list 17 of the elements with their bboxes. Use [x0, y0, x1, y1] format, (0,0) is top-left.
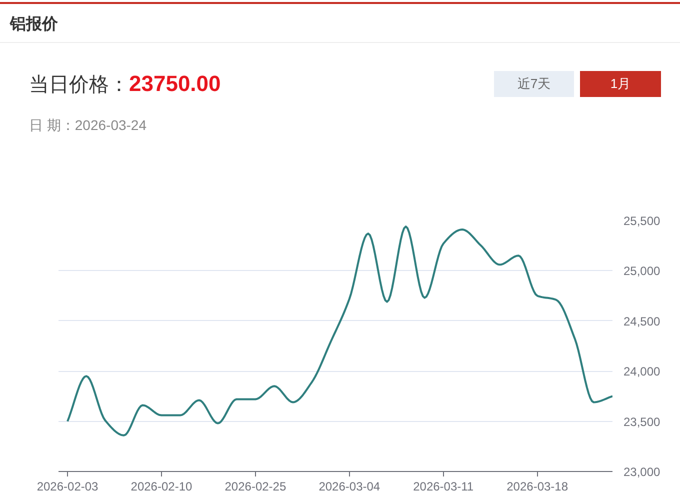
x-tick-label: 2026-02-25 [224, 480, 286, 494]
y-tick-label: 23,000 [624, 465, 661, 479]
x-tick-label: 2026-02-03 [36, 480, 99, 494]
y-tick-label: 24,000 [624, 364, 661, 379]
x-tick-label: 2026-03-04 [318, 480, 380, 494]
x-tick-label: 2026-03-11 [413, 480, 474, 494]
y-tick-label: 24,500 [624, 314, 661, 328]
y-tick-label: 25,000 [624, 264, 661, 278]
x-tick-label: 2026-03-18 [506, 480, 568, 494]
y-tick-label: 23,500 [624, 414, 661, 429]
text: 23750.00 [129, 71, 221, 96]
text: 1月 [580, 71, 661, 97]
y-tick-label: 25,500 [624, 214, 661, 228]
text: 日 期：2026-03-24 [29, 116, 147, 135]
text: 近7天 [494, 71, 574, 97]
x-tick-label: 2026-02-10 [130, 480, 192, 494]
title: 铝报价 [10, 14, 58, 35]
